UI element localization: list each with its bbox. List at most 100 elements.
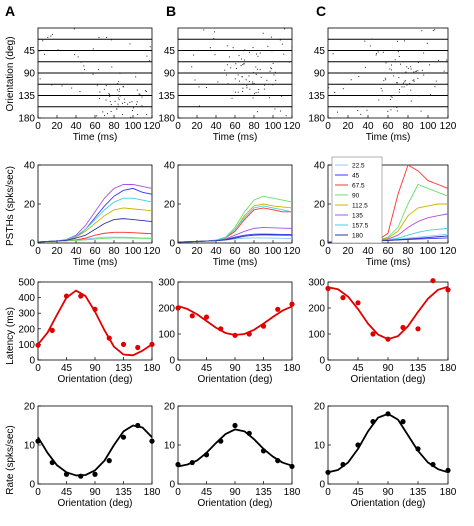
raster-C-spike (384, 77, 386, 79)
rate-B-ytick-label: 10 (164, 441, 176, 452)
psth-C-legend-label: 180 (352, 233, 363, 240)
rate-B-plot: 0 45 90 135 180 0 10 20 Orientation (deg) (164, 402, 301, 510)
latency-A-data-point (135, 344, 141, 351)
raster-A-spike (146, 55, 148, 57)
latency-B-xlabel: Orientation (deg) (197, 374, 272, 385)
raster-C-spike (328, 87, 330, 89)
psth-C-xtick-label: 60 (382, 246, 394, 257)
rate-B-data-point (175, 461, 181, 468)
raster-B-spike (283, 53, 285, 55)
raster-C-spike (421, 69, 423, 71)
raster-B-spike (238, 55, 240, 57)
rate-C-data-point (415, 446, 421, 452)
raster-A-spike (136, 89, 138, 91)
raster-A-xtick-label: 100 (125, 121, 142, 132)
raster-A-spike (114, 100, 116, 102)
raster-A-spike (135, 103, 137, 105)
raster-B-xtick-label: 60 (229, 121, 241, 132)
raster-A-spike (136, 101, 138, 103)
raster-A-spike (117, 94, 119, 96)
raster-A-spike (124, 101, 126, 103)
psth-B-xtick-label: 40 (210, 246, 222, 257)
raster-A-spike (149, 46, 151, 48)
psth-B-xtick-label: 120 (284, 246, 301, 257)
rate-B-xlabel: Orientation (deg) (197, 498, 272, 509)
psth-C-legend: 22.5 45 67.5 90 112.5 135 157.5 180 (331, 156, 383, 244)
raster-B-spike (249, 88, 251, 90)
rate-C-ytick-label: 10 (314, 441, 326, 452)
rate-B-xtick-label: 45 (201, 487, 213, 498)
raster-C-spike (423, 74, 425, 76)
raster-B-xtick-label: 120 (284, 121, 301, 132)
psth-C-legend-label: 135 (352, 213, 363, 220)
raster-C-spike (423, 52, 425, 54)
raster-C-spike (332, 53, 334, 55)
rate-C-data-point (325, 469, 331, 475)
rate-B-data-point (232, 422, 238, 429)
raster-C-spike (402, 82, 404, 84)
raster-B-ytick-label: 90 (164, 69, 176, 80)
psth-B-series-line (177, 203, 293, 243)
rate-C-axes-box (327, 405, 449, 485)
raster-B-spike (257, 55, 259, 57)
rate-A-xtick-label: 90 (89, 487, 101, 498)
raster-C-spike (394, 72, 396, 74)
raster-B-spike (272, 62, 274, 64)
latency-B-data-point (203, 314, 210, 320)
rate-B-ytick-label: 20 (164, 402, 176, 413)
raster-B-spike (231, 97, 233, 99)
raster-A-spike (119, 72, 121, 74)
raster-B-spike (270, 36, 272, 38)
latency-C-data-point (445, 287, 451, 293)
latency-C-ytick-label: 0 (319, 356, 325, 367)
raster-A-spike (111, 66, 113, 68)
raster-B-ytick-label: 180 (158, 114, 175, 125)
raster-B-spike (193, 54, 195, 56)
rate-A-data-point (78, 473, 84, 479)
raster-A-spike (122, 85, 124, 87)
raster-C-spike (396, 110, 398, 112)
raster-A-ytick-label: 135 (18, 91, 35, 102)
raster-C-xtick-label: 80 (402, 121, 414, 132)
raster-C-spike (429, 94, 431, 96)
panel-label-a: A (5, 3, 15, 19)
rate-B-fit-curve (177, 428, 293, 468)
raster-A-spike (110, 104, 112, 106)
raster-B-spike (269, 70, 271, 72)
raster-A-spike (118, 97, 120, 99)
raster-A-spike (44, 53, 46, 55)
raster-B-spike (258, 89, 260, 91)
raster-A-spike (119, 95, 121, 97)
raster-C-spike (446, 59, 448, 61)
psth-C-legend-label: 157.5 (352, 223, 369, 230)
raster-A-xlabel: Time (ms) (73, 132, 118, 143)
psth-C-xtick-label: 80 (402, 246, 414, 257)
raster-C-spike (418, 95, 420, 97)
raster-B-spike (252, 97, 254, 99)
raster-B-spike (260, 76, 262, 78)
rate-B-xtick-label: 180 (284, 487, 301, 498)
raster-B-spike (281, 43, 283, 45)
raster-C-spike (382, 51, 384, 53)
rate-A-data-point (120, 434, 127, 440)
latency-B-fit-curve (177, 305, 293, 336)
latency-A-xtick-label: 45 (61, 363, 73, 374)
raster-C-spike (371, 38, 373, 40)
latency-A-data-point (35, 342, 41, 348)
latency-y-label: Latency (ms) (5, 307, 16, 365)
raster-C-spike (393, 75, 395, 77)
raster-C-spike (342, 88, 344, 90)
latency-C-plot: 0 45 90 135 180 0 100 200 300 Orientation (deg) (308, 278, 456, 386)
raster-C-spike (389, 99, 391, 101)
raster-C-spike (398, 91, 400, 93)
raster-A-spike (96, 115, 98, 117)
raster-C-spike (394, 95, 396, 97)
raster-C-spike (410, 100, 412, 102)
raster-C-xtick-label: 0 (325, 121, 331, 132)
raster-C-ytick-label: 180 (308, 114, 325, 125)
raster-B-spike (240, 58, 242, 60)
psth-A-xtick-label: 40 (70, 246, 82, 257)
rate-A-fit-curve (37, 424, 153, 477)
raster-A-spike (137, 114, 139, 116)
latency-A-xtick-label: 180 (144, 363, 161, 374)
